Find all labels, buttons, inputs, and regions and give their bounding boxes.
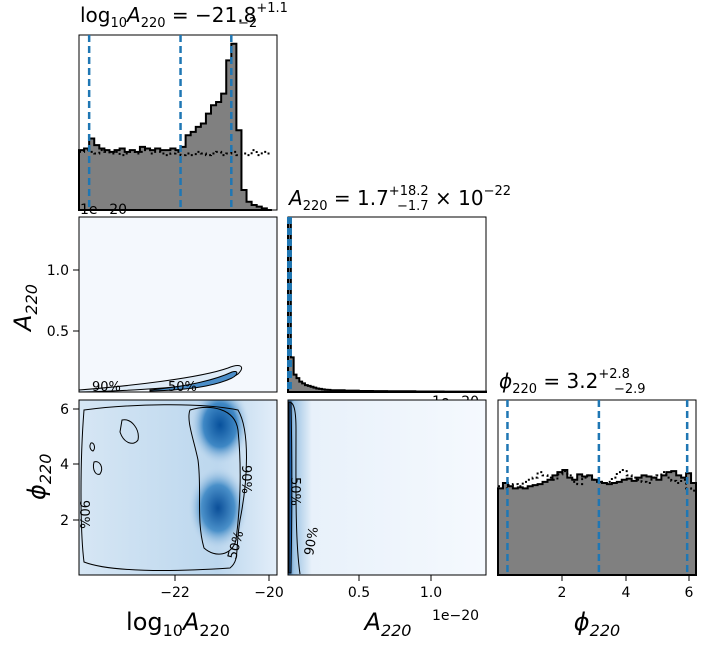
- x-ticks-phi220: 2 4 6: [558, 575, 694, 601]
- offset-label-bottom: 1e−20: [432, 608, 479, 624]
- panel-title: log10A220 = −21.8+1.1: [80, 1, 288, 31]
- contour-label: 90%: [76, 500, 91, 529]
- contour-90: [80, 404, 247, 571]
- y-tick-label: 6: [60, 402, 69, 418]
- prior-histogram: [498, 469, 696, 492]
- y-tick-label: 1.0: [47, 263, 69, 279]
- axes-frame: [287, 399, 487, 576]
- posterior-histogram: [287, 217, 487, 393]
- contour-label: 50%: [287, 477, 302, 506]
- density-blob: [188, 466, 248, 550]
- x-tick-label: −20: [254, 585, 284, 601]
- contour-90: [288, 401, 301, 575]
- x-axis-label: log10A220: [126, 608, 230, 640]
- x-ticks-A220: 0.5 1.0: [348, 575, 442, 601]
- panel-marginal-A220: A220 = 1.7+18.2 × 10−22 −1.7 1e−20: [286, 184, 511, 410]
- histogram-phi220: [497, 400, 697, 576]
- panel-title-err-minus: −2: [238, 16, 257, 31]
- offset-label-top: 1e−20: [80, 202, 127, 218]
- y-axis-label: ϕ220: [23, 454, 55, 500]
- x-tick-label: 4: [622, 585, 631, 601]
- panel-joint-A220-phi220: 50% 90% 0.5 1.0 1e−20 A220: [287, 399, 487, 640]
- axes-frame: [287, 216, 487, 393]
- x-axis-label: A220: [363, 608, 412, 640]
- contour-50-island: [93, 461, 103, 475]
- x-tick-label: 1.0: [420, 585, 442, 601]
- contour-label: 90%: [302, 526, 322, 557]
- panel-title: ϕ220 = 3.2+2.8: [499, 367, 630, 397]
- contour-label: 90%: [238, 465, 253, 494]
- axes-frame: [78, 216, 278, 393]
- contour-50: [188, 407, 241, 555]
- y-tick-label: 0.5: [47, 324, 69, 340]
- posterior-histogram: [497, 469, 697, 576]
- x-tick-label: 0.5: [348, 585, 370, 601]
- x-tick-label: 6: [685, 585, 694, 601]
- contour-label: 90%: [92, 380, 121, 395]
- histogram-log10A220: [78, 35, 272, 211]
- axes-frame: [78, 399, 278, 576]
- panel-title: A220 = 1.7+18.2 × 10−22: [287, 184, 511, 214]
- contour-50-island: [89, 442, 95, 452]
- histogram-A220: [286, 217, 487, 393]
- contour-50-island: [119, 419, 139, 444]
- contour-50: [288, 401, 293, 574]
- x-ticks-log10A220: −22 −20: [160, 575, 284, 601]
- density-blob: [190, 400, 250, 465]
- contour-label: 50%: [225, 529, 247, 561]
- panel-joint-log10A220-A220: 90% 50% 1.0 0.5 A220: [9, 216, 278, 395]
- y-axis-label: A220: [9, 284, 41, 333]
- x-axis-label-phi220: ϕ220: [574, 608, 620, 640]
- y-tick-label: 4: [60, 457, 69, 473]
- y-tick-label: 2: [60, 513, 69, 529]
- panel-title-err-minus: −2.9: [614, 382, 646, 397]
- density-background: [79, 217, 277, 392]
- density-background: [288, 400, 486, 575]
- x-tick-label: 2: [558, 585, 567, 601]
- x-tick-label: −22: [160, 585, 190, 601]
- panel-marginal-log10A220: log10A220 = −21.8+1.1 −2 1e−20: [78, 1, 288, 218]
- panel-joint-log10A220-phi220: 90% 90% 50% 6 4 2 ϕ220 −22 −20 log10A220: [23, 399, 284, 640]
- posterior-histogram: [78, 42, 272, 211]
- y-ticks-A220: 1.0 0.5: [47, 263, 79, 340]
- contour-label: 50%: [168, 380, 197, 395]
- panel-title-err-minus: −1.7: [397, 199, 429, 214]
- y-ticks-phi220: 6 4 2: [60, 402, 79, 529]
- contour-50: [149, 371, 238, 392]
- contour-90: [79, 365, 243, 392]
- panel-marginal-phi220: ϕ220 = 3.2+2.8 −2.9: [497, 367, 697, 576]
